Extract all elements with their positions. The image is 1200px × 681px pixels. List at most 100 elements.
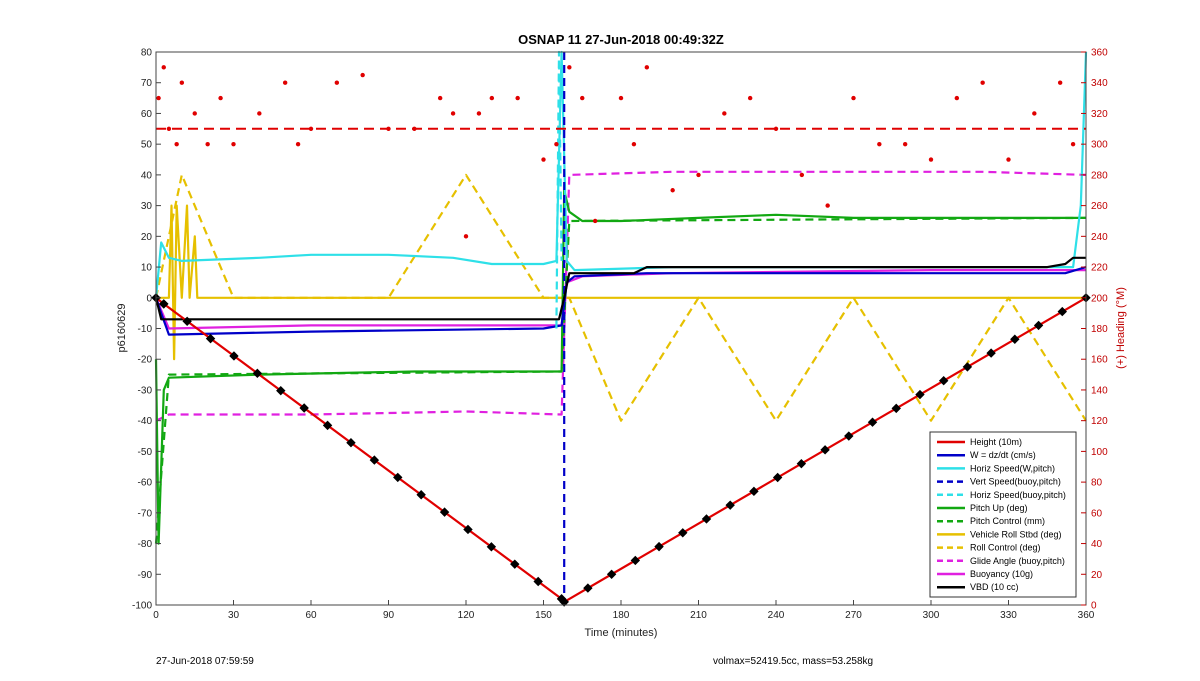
heading-point xyxy=(670,188,675,193)
heading-point xyxy=(980,80,985,85)
y-tick-label: 70 xyxy=(141,78,153,89)
heading-point xyxy=(450,111,456,116)
height-marker xyxy=(986,348,996,358)
series-vbd-10-cc xyxy=(154,256,1086,321)
legend-label: Vehicle Roll Stbd (deg) xyxy=(970,529,1062,539)
height-marker xyxy=(299,403,309,413)
y-tick-label: 80 xyxy=(141,48,153,59)
y-tick-label: 60 xyxy=(141,109,153,120)
heading-point xyxy=(360,72,365,78)
x-tick-label: 270 xyxy=(845,610,862,621)
y-tick-label: -50 xyxy=(138,447,153,458)
heading-point xyxy=(580,95,585,101)
heading-point xyxy=(166,126,172,132)
height-marker xyxy=(844,431,854,441)
heading-point xyxy=(437,95,443,101)
y-tick-label: -70 xyxy=(138,508,153,519)
height-marker xyxy=(533,576,543,587)
y-right-tick-label: 220 xyxy=(1091,263,1108,274)
x-tick-label: 150 xyxy=(535,610,552,621)
x-tick-label: 180 xyxy=(613,610,630,621)
height-marker xyxy=(205,333,216,344)
heading-point xyxy=(1032,111,1037,116)
legend-label: Buoyancy (10g) xyxy=(970,569,1033,579)
legend-label: Roll Control (deg) xyxy=(970,543,1041,553)
y-right-tick-label: 260 xyxy=(1091,201,1108,212)
y-right-tick-label: 20 xyxy=(1091,570,1103,581)
series-pitch-up-deg xyxy=(154,189,1086,545)
y-right-tick-label: 140 xyxy=(1091,385,1108,396)
heading-point xyxy=(1057,80,1063,85)
chart-title: OSNAP 11 27-Jun-2018 00:49:32Z xyxy=(518,32,724,47)
height-marker xyxy=(891,403,901,414)
height-marker xyxy=(938,376,949,386)
y-right-tick-label: 300 xyxy=(1091,140,1108,151)
heading-point xyxy=(825,203,830,208)
heading-point xyxy=(954,95,960,101)
y-tick-label: -40 xyxy=(138,416,153,427)
y-tick-label: -80 xyxy=(138,539,153,550)
height-marker xyxy=(416,490,426,500)
x-tick-label: 210 xyxy=(690,610,707,621)
heading-point xyxy=(799,172,805,178)
y-tick-label: -10 xyxy=(138,324,153,335)
footer-timestamp: 27-Jun-2018 07:59:59 xyxy=(156,656,254,667)
height-marker xyxy=(962,362,973,372)
heading-point xyxy=(773,126,779,132)
axis-layer: 0 30 60 90 120 150 180 210 240 270 300 330 360807060… xyxy=(132,48,1108,622)
height-marker xyxy=(606,569,617,579)
x-tick-label: 0 xyxy=(153,610,159,621)
y-right-tick-label: 60 xyxy=(1091,508,1103,519)
x-tick-label: 330 xyxy=(1000,610,1017,621)
height-marker xyxy=(867,417,878,427)
y-right-axis-label: (+) Heading (°M) xyxy=(1115,287,1127,369)
height-marker xyxy=(486,542,497,552)
y-right-tick-label: 280 xyxy=(1091,170,1108,181)
heading-point xyxy=(747,95,753,101)
heading-point xyxy=(592,218,598,224)
x-tick-label: 30 xyxy=(228,610,240,621)
y-tick-label: 30 xyxy=(141,201,153,212)
y-tick-label: -90 xyxy=(138,570,153,581)
heading-point xyxy=(631,141,637,147)
legend-label: Horiz Speed(buoy,pitch) xyxy=(970,490,1066,500)
heading-point xyxy=(618,95,624,101)
heading-point xyxy=(308,126,314,132)
height-marker xyxy=(1057,306,1067,317)
heading-point xyxy=(902,141,908,147)
heading-point xyxy=(161,65,166,70)
heading-scatter-layer xyxy=(156,65,1086,239)
height-marker xyxy=(463,524,473,535)
height-marker xyxy=(276,385,286,396)
heading-point xyxy=(1006,157,1011,162)
y-right-tick-label: 340 xyxy=(1091,78,1108,89)
heading-point xyxy=(541,157,546,162)
height-marker xyxy=(654,541,664,552)
heading-point xyxy=(515,95,520,101)
height-marker xyxy=(772,472,783,483)
series-vehicle-roll-stbd-deg xyxy=(156,204,1086,361)
heading-point xyxy=(722,111,727,116)
heading-point xyxy=(179,80,185,85)
y-tick-label: -60 xyxy=(138,478,153,489)
height-marker xyxy=(725,500,735,510)
series-layer xyxy=(151,50,1091,607)
legend-label: Horiz Speed(W,pitch) xyxy=(970,463,1055,473)
y-right-tick-label: 100 xyxy=(1091,447,1108,458)
y-right-tick-label: 320 xyxy=(1091,109,1108,120)
heading-point xyxy=(295,141,301,147)
height-marker xyxy=(583,583,593,593)
y-right-tick-label: 80 xyxy=(1091,478,1103,489)
heading-point xyxy=(877,141,882,147)
legend-box xyxy=(929,431,1077,598)
height-marker xyxy=(796,458,807,469)
heading-point xyxy=(174,141,179,147)
y-right-tick-label: 360 xyxy=(1091,48,1108,59)
legend-label: VBD (10 cc) xyxy=(970,582,1019,592)
y-right-tick-label: 40 xyxy=(1091,539,1103,550)
heading-point xyxy=(334,80,340,85)
y-right-tick-label: 0 xyxy=(1091,601,1097,612)
y-right-tick-label: 160 xyxy=(1091,355,1108,366)
heading-point xyxy=(231,141,236,147)
